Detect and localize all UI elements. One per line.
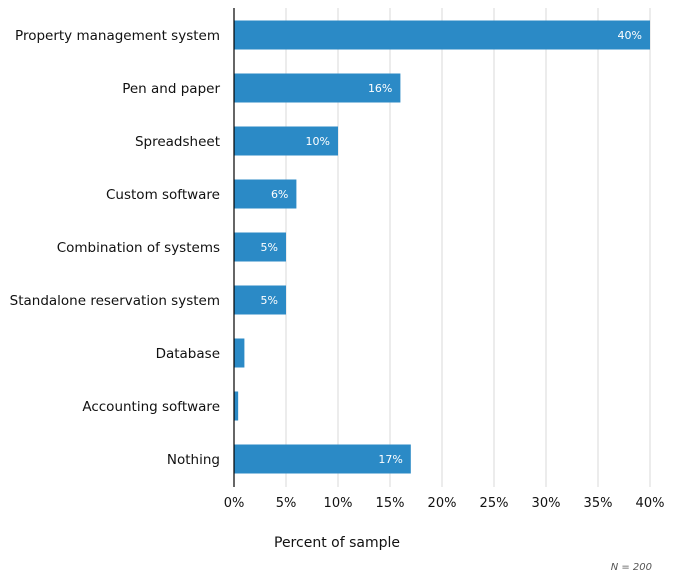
x-tick-label: 15% <box>376 496 405 511</box>
data-label: 16% <box>368 82 392 95</box>
x-tick-label: 20% <box>428 496 457 511</box>
category-label: Standalone reservation system <box>10 293 220 309</box>
x-tick-label: 40% <box>636 496 665 511</box>
category-label: Custom software <box>106 187 220 203</box>
x-axis-label: Percent of sample <box>274 535 400 551</box>
bar <box>234 179 297 209</box>
bar <box>234 126 338 156</box>
category-label: Combination of systems <box>57 240 220 256</box>
category-label: Database <box>156 346 220 362</box>
bar <box>234 232 286 262</box>
x-tick-label: 25% <box>480 496 509 511</box>
x-tick-label: 30% <box>532 496 561 511</box>
category-label: Property management system <box>15 28 220 44</box>
bar <box>234 285 286 315</box>
category-label: Accounting software <box>82 399 220 415</box>
bar <box>234 20 650 50</box>
bar <box>234 338 245 368</box>
sample-size-note: N = 200 <box>611 562 652 573</box>
x-tick-label: 5% <box>276 496 297 511</box>
x-tick-label: 35% <box>584 496 613 511</box>
x-tick-label: 0% <box>224 496 245 511</box>
data-label: 17% <box>378 453 402 466</box>
data-label: 5% <box>261 294 278 307</box>
bar <box>234 444 411 474</box>
data-label: 40% <box>618 29 642 42</box>
data-label: 10% <box>306 135 330 148</box>
bar <box>234 391 239 421</box>
x-tick-label: 10% <box>324 496 353 511</box>
category-label: Spreadsheet <box>135 134 220 150</box>
data-label: 5% <box>261 241 278 254</box>
category-label: Nothing <box>167 452 220 468</box>
category-label: Pen and paper <box>122 81 220 97</box>
bar <box>234 73 401 103</box>
data-label: 6% <box>271 188 288 201</box>
